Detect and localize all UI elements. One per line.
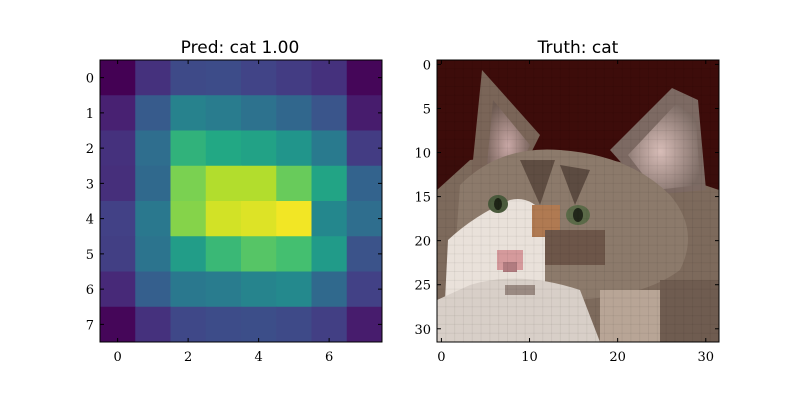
heatmap-cell bbox=[135, 130, 171, 167]
y-tick-label: 15 bbox=[414, 191, 431, 206]
y-tick-label: 30 bbox=[414, 323, 431, 338]
heatmap-cell bbox=[346, 271, 383, 308]
heatmap-cell bbox=[205, 95, 242, 131]
heatmap-cell bbox=[346, 165, 383, 202]
heatmap-cell bbox=[276, 236, 312, 272]
truth-image-panel: Truth: cat bbox=[414, 38, 720, 365]
prediction-title: Pred: cat 1.00 bbox=[181, 38, 300, 58]
heatmap-cell bbox=[311, 201, 348, 237]
heatmap-cell bbox=[241, 60, 277, 96]
heatmap-cell bbox=[276, 130, 312, 167]
heatmap-cell bbox=[135, 165, 171, 202]
heatmap-cells bbox=[100, 60, 383, 343]
x-tick-label: 4 bbox=[254, 350, 262, 365]
y-tick-label: 4 bbox=[86, 213, 94, 228]
heatmap-cell bbox=[135, 236, 171, 272]
x-tick-label: 2 bbox=[184, 350, 192, 365]
pixel-grid-overlay bbox=[437, 60, 719, 342]
heatmap-cell bbox=[346, 201, 383, 237]
y-tick-label: 5 bbox=[86, 248, 94, 263]
heatmap-cell bbox=[346, 130, 383, 167]
y-tick-label: 20 bbox=[414, 235, 431, 250]
heatmap-cell bbox=[205, 130, 242, 167]
heatmap-cell bbox=[135, 95, 171, 131]
x-tick-label: 0 bbox=[113, 350, 121, 365]
heatmap-cell bbox=[205, 201, 242, 237]
heatmap-cell bbox=[100, 236, 136, 272]
heatmap-cell bbox=[276, 201, 312, 237]
y-tick-label: 5 bbox=[423, 102, 431, 117]
cat-image bbox=[437, 60, 719, 342]
heatmap-cell bbox=[241, 95, 277, 131]
heatmap-cell bbox=[205, 236, 242, 272]
heatmap-cell bbox=[100, 165, 136, 202]
y-tick-label: 6 bbox=[86, 283, 94, 298]
heatmap-cell bbox=[170, 130, 207, 167]
heatmap-cell bbox=[311, 130, 348, 167]
heatmap-cell bbox=[346, 95, 383, 131]
image-ticks: 0 10 20 30 0 5 10 15 20 25 30 bbox=[414, 58, 719, 365]
heatmap-cell bbox=[170, 95, 207, 131]
x-tick-label: 0 bbox=[437, 350, 445, 365]
heatmap-cell bbox=[135, 201, 171, 237]
heatmap-cell bbox=[241, 165, 277, 202]
heatmap-frame bbox=[99, 59, 383, 343]
x-tick-label: 10 bbox=[521, 350, 538, 365]
heatmap-cell bbox=[170, 201, 207, 237]
heatmap-cell bbox=[205, 60, 242, 96]
heatmap-cell bbox=[135, 306, 171, 343]
heatmap-cell bbox=[170, 236, 207, 272]
heatmap-cell bbox=[311, 165, 348, 202]
heatmap-cell bbox=[205, 306, 242, 343]
heatmap-cell bbox=[241, 130, 277, 167]
heatmap-cell bbox=[100, 306, 136, 343]
heatmap-cell bbox=[311, 306, 348, 343]
heatmap-cell bbox=[241, 306, 277, 343]
heatmap-cell bbox=[346, 306, 383, 343]
heatmap-cell bbox=[170, 271, 207, 308]
prediction-heatmap-panel: Pred: cat 1.00 0 2 4 6 0 1 2 3 4 5 6 7 bbox=[86, 38, 383, 365]
x-tick-label: 20 bbox=[609, 350, 626, 365]
heatmap-cell bbox=[241, 201, 277, 237]
heatmap-cell bbox=[135, 60, 171, 96]
heatmap-cell bbox=[346, 236, 383, 272]
heatmap-cell bbox=[205, 165, 242, 202]
heatmap-cell bbox=[276, 271, 312, 308]
heatmap-cell bbox=[311, 60, 348, 96]
heatmap-cell bbox=[100, 130, 136, 167]
y-tick-label: 10 bbox=[414, 147, 431, 162]
heatmap-cell bbox=[100, 60, 136, 96]
y-tick-label: 7 bbox=[86, 318, 94, 333]
x-tick-label: 30 bbox=[698, 350, 715, 365]
y-tick-label: 0 bbox=[86, 72, 94, 87]
heatmap-cell bbox=[346, 60, 383, 96]
heatmap-cell bbox=[276, 306, 312, 343]
heatmap-cell bbox=[241, 236, 277, 272]
image-frame bbox=[436, 59, 720, 343]
heatmap-cell bbox=[276, 60, 312, 96]
heatmap-cell bbox=[311, 236, 348, 272]
y-tick-label: 1 bbox=[86, 107, 94, 122]
y-tick-label: 2 bbox=[86, 142, 94, 157]
heatmap-cell bbox=[311, 271, 348, 308]
heatmap-ticks: 0 2 4 6 0 1 2 3 4 5 6 7 bbox=[86, 60, 382, 365]
heatmap-cell bbox=[170, 306, 207, 343]
heatmap-cell bbox=[100, 271, 136, 308]
heatmap-cell bbox=[241, 271, 277, 308]
heatmap-cell bbox=[276, 95, 312, 131]
heatmap-cell bbox=[100, 95, 136, 131]
heatmap-cell bbox=[135, 271, 171, 308]
heatmap-cell bbox=[100, 201, 136, 237]
heatmap-cell bbox=[170, 60, 207, 96]
y-tick-label: 25 bbox=[414, 279, 431, 294]
heatmap-cell bbox=[311, 95, 348, 131]
y-tick-label: 3 bbox=[86, 177, 94, 192]
y-tick-label: 0 bbox=[423, 58, 431, 73]
heatmap-cell bbox=[170, 165, 207, 202]
x-tick-label: 6 bbox=[325, 350, 333, 365]
heatmap-cell bbox=[205, 271, 242, 308]
heatmap-cell bbox=[276, 165, 312, 202]
truth-title: Truth: cat bbox=[537, 38, 619, 58]
